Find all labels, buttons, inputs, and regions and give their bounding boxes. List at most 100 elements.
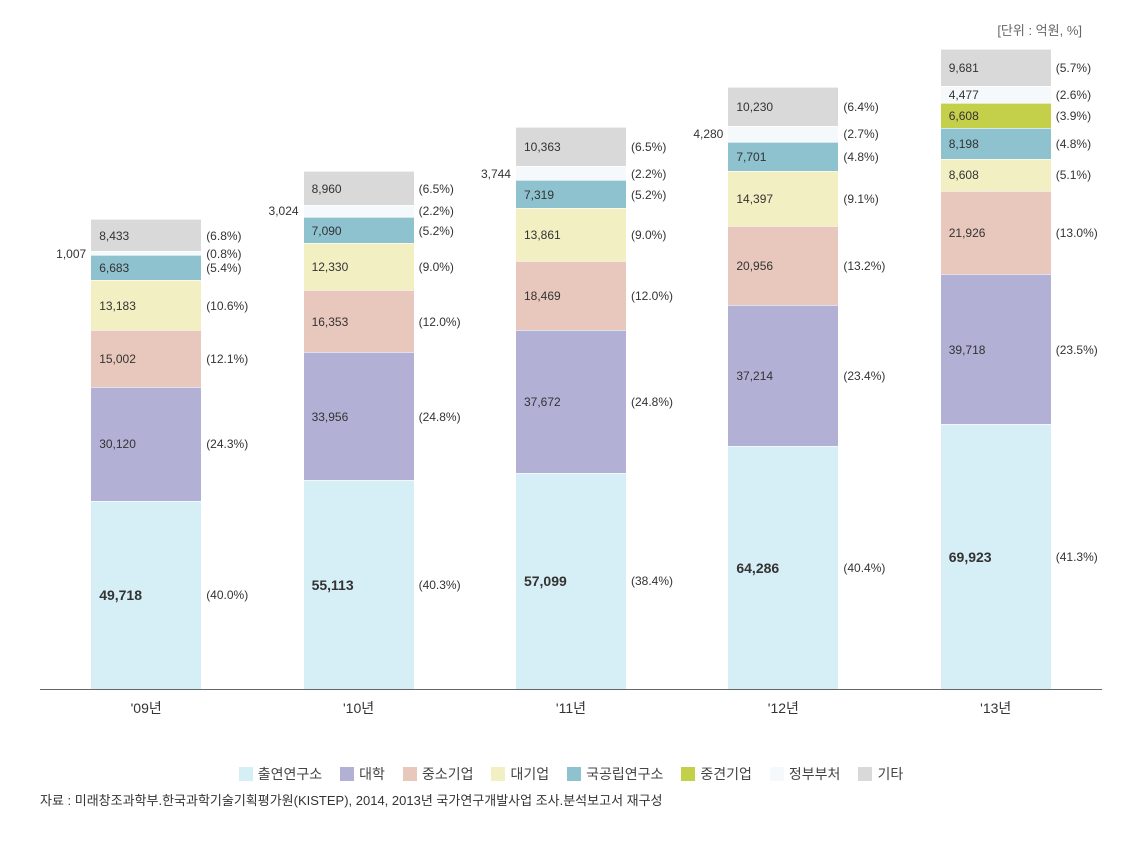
bar-segment-sme: 20,956(13.2%) — [728, 226, 838, 305]
segment-pct: (10.6%) — [206, 299, 248, 313]
segment-value: 7,319 — [524, 188, 554, 202]
x-tick: '11년 — [471, 698, 671, 718]
bar-segment-univ: 30,120(24.3%) — [91, 387, 201, 501]
segment-label: 8,960 — [312, 182, 342, 196]
segment-value: 57,099 — [524, 573, 567, 589]
segment-value: 39,718 — [949, 343, 986, 357]
segment-pct: (6.5%) — [631, 140, 666, 154]
x-tick: '12년 — [683, 698, 883, 718]
legend-item-gov: 정부부처 — [770, 764, 841, 784]
segment-pct-label: (24.8%) — [419, 410, 461, 424]
segment-value: 69,923 — [949, 549, 992, 565]
segment-pct: (24.3%) — [206, 437, 248, 451]
segment-pct: (5.4%) — [206, 261, 241, 275]
segment-label: 30,120 — [99, 437, 136, 451]
bar-segment-univ: 37,214(23.4%) — [728, 305, 838, 446]
segment-value: 8,433 — [99, 229, 129, 243]
segment-label: 15,002 — [99, 352, 136, 366]
segment-pct-label: (6.5%) — [631, 140, 666, 154]
segment-pct: (5.2%) — [631, 188, 666, 202]
segment-value: 33,956 — [312, 410, 349, 424]
segment-value: 4,280 — [693, 127, 723, 141]
segment-pct-label: (6.4%) — [843, 100, 878, 114]
segment-pct: (5.1%) — [1056, 168, 1091, 182]
segment-pct-label: (38.4%) — [631, 574, 673, 588]
bar-segment-large: 13,183(10.6%) — [91, 280, 201, 330]
segment-pct: (40.3%) — [419, 578, 461, 592]
segment-pct-label: (4.8%) — [843, 150, 878, 164]
unit-label: [단위 : 억원, %] — [997, 20, 1082, 39]
segment-label: 7,090 — [312, 224, 342, 238]
segment-label: 4,477 — [949, 88, 979, 102]
segment-pct-label: (2.2%) — [631, 167, 666, 181]
x-tick: '09년 — [46, 698, 246, 718]
bar-segment-other: 10,363(6.5%) — [516, 127, 626, 166]
segment-pct-label: (5.2%) — [631, 188, 666, 202]
segment-value: 13,183 — [99, 299, 136, 313]
segment-label: 64,286 — [736, 560, 779, 576]
bars-container: 49,718(40.0%)30,120(24.3%)15,002(12.1%)1… — [40, 50, 1102, 690]
bar-segment-natlab: 8,198(4.8%) — [941, 128, 1051, 159]
segment-pct-label: (24.3%) — [206, 437, 248, 451]
segment-pct: (41.3%) — [1056, 550, 1098, 564]
segment-pct-label: (5.4%) — [206, 261, 241, 275]
segment-value: 8,198 — [949, 137, 979, 151]
segment-pct-label: (2.7%) — [843, 127, 878, 141]
segment-value: 55,113 — [312, 577, 354, 593]
segment-label: 69,923 — [949, 549, 992, 565]
bar-stack: 49,718(40.0%)30,120(24.3%)15,002(12.1%)1… — [91, 219, 201, 689]
segment-label: 8,608 — [949, 168, 979, 182]
segment-label: 20,956 — [736, 259, 773, 273]
segment-pct: (24.8%) — [419, 410, 461, 424]
segment-pct: (9.0%) — [419, 260, 454, 274]
segment-label: 18,469 — [524, 289, 561, 303]
segment-pct-label: (10.6%) — [206, 299, 248, 313]
bar-segment-gov: 4,280(2.7%) — [728, 126, 838, 142]
bar-segment-other: 9,681(5.7%) — [941, 49, 1051, 86]
bar-stack: 69,923(41.3%)39,718(23.5%)21,926(13.0%)8… — [941, 49, 1051, 689]
segment-pct: (5.7%) — [1056, 61, 1091, 75]
segment-pct-label: (40.4%) — [843, 561, 885, 575]
segment-pct: (5.2%) — [419, 224, 454, 238]
segment-value: 3,024 — [269, 204, 299, 218]
segment-pct-label: (6.5%) — [419, 182, 454, 196]
segment-label: 6,608 — [949, 109, 979, 123]
legend-label: 대기업 — [510, 764, 549, 784]
segment-pct: (6.5%) — [419, 182, 454, 196]
segment-value: 21,926 — [949, 226, 986, 240]
legend-label: 대학 — [359, 764, 385, 784]
year-group: 55,113(40.3%)33,956(24.8%)16,353(12.0%)1… — [259, 171, 459, 689]
segment-label: 39,718 — [949, 343, 986, 357]
segment-label: 10,230 — [736, 100, 773, 114]
year-group: 57,099 (38.4%) 37,672(24.8%) 18,469 (12.0%) 1… — [471, 127, 671, 689]
segment-value: 7,090 — [312, 224, 342, 238]
segment-pct: (2.2%) — [419, 204, 454, 218]
bar-segment-univ: 37,672(24.8%) — [516, 330, 626, 473]
segment-label: 49,718 — [99, 587, 142, 603]
legend-item-inst: 출연연구소 — [239, 764, 322, 784]
legend-label: 국공립연구소 — [586, 764, 663, 784]
bar-stack: 55,113(40.3%)33,956(24.8%)16,353(12.0%)1… — [304, 171, 414, 689]
segment-pct: (2.7%) — [843, 127, 878, 141]
segment-pct: (23.5%) — [1056, 343, 1098, 357]
segment-pct: (12.0%) — [631, 289, 673, 303]
legend-item-mid: 중견기업 — [681, 764, 752, 784]
segment-label: 13,183 — [99, 299, 136, 313]
x-tick: '10년 — [259, 698, 459, 718]
segment-pct-label: (24.8%) — [631, 395, 673, 409]
segment-value: 16,353 — [312, 315, 349, 329]
segment-pct-label: (5.2%) — [419, 224, 454, 238]
year-group: 69,923(41.3%)39,718(23.5%)21,926(13.0%)8… — [896, 49, 1096, 689]
bar-segment-other: 8,960(6.5%) — [304, 171, 414, 205]
legend-swatch — [770, 767, 784, 781]
legend-item-univ: 대학 — [340, 764, 385, 784]
segment-pct-label: (23.5%) — [1056, 343, 1098, 357]
segment-pct-label: (23.4%) — [843, 369, 885, 383]
segment-pct-label: (2.2%) — [419, 204, 454, 218]
segment-value: 15,002 — [99, 352, 136, 366]
bar-segment-large: 12,330(9.0%) — [304, 243, 414, 290]
legend-swatch — [239, 767, 253, 781]
chart-area: 49,718(40.0%)30,120(24.3%)15,002(12.1%)1… — [40, 50, 1102, 720]
bar-segment-large: 8,608(5.1%) — [941, 159, 1051, 192]
segment-pct: (6.4%) — [843, 100, 878, 114]
